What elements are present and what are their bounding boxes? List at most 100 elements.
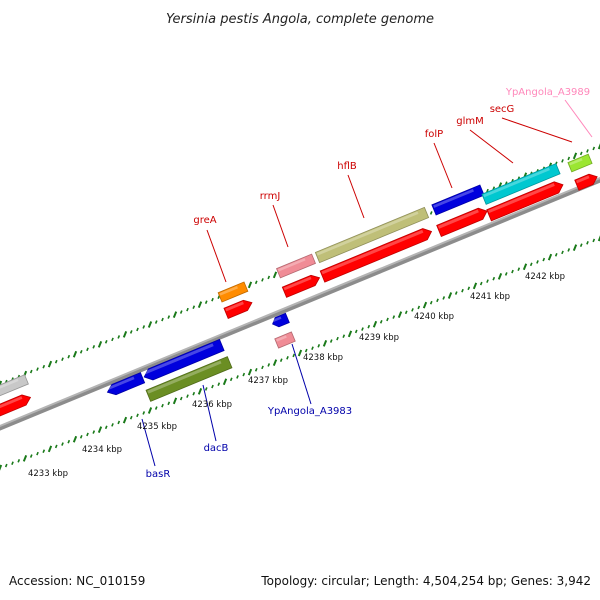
scale-tick: [397, 311, 403, 319]
feature-ypangola-a3983: [272, 312, 290, 328]
scale-tick: [529, 262, 533, 267]
gene-label-dacb[interactable]: dacB: [204, 443, 229, 454]
scale-tick: [597, 143, 600, 150]
feature-glmm-gene: [481, 163, 561, 205]
kbp-label: 4235 kbp: [137, 422, 177, 432]
scale-tick: [11, 461, 14, 466]
feature-hflb-cds: [319, 228, 433, 283]
scale-tick: [217, 295, 221, 300]
callout-ypangola-a3983: [291, 343, 312, 405]
scale-tick: [117, 420, 121, 425]
gene-label-ypangola-a3983[interactable]: YpAngola_A3983: [267, 406, 352, 417]
scale-tick: [17, 459, 21, 463]
scale-tick: [292, 353, 296, 358]
scale-tick: [204, 387, 208, 391]
scale-tick: [297, 349, 303, 357]
feature-grea-gene: [217, 281, 249, 303]
scale-tick: [279, 358, 283, 362]
scale-tick: [472, 282, 478, 290]
callout-ypangola-a3989: [564, 99, 593, 138]
scale-tick: [0, 464, 3, 471]
scale-tick: [267, 363, 271, 367]
callout-dacb: [202, 384, 217, 442]
scale-tick: [486, 188, 489, 193]
scale-tick: [36, 367, 39, 371]
scale-tick: [147, 321, 153, 328]
scale-tick: [104, 425, 108, 430]
scale-tick: [242, 372, 246, 377]
scale-tick: [172, 397, 178, 405]
scale-tick: [222, 378, 228, 386]
scale-tick: [492, 276, 496, 281]
scale-tick: [586, 240, 589, 245]
feature-secg-cds: [574, 173, 598, 191]
kbp-label: 4239 kbp: [359, 333, 399, 343]
scale-tick: [97, 426, 103, 434]
scale-tick: [36, 451, 39, 456]
scale-tick: [211, 384, 214, 389]
scale-tick: [254, 367, 258, 372]
scale-tick: [192, 305, 196, 309]
scale-tick: [504, 272, 508, 276]
kbp-labels: 4233 kbp 4234 kbp 4235 kbp 4236 kbp 4237 kbp…: [28, 272, 565, 479]
scale-tick: [254, 280, 258, 285]
genome-backbone: [0, 176, 600, 431]
scale-tick: [286, 355, 289, 360]
scale-tick: [597, 235, 600, 242]
gene-label-rrmj[interactable]: rrmJ: [260, 191, 281, 202]
scale-tick: [542, 257, 546, 262]
gene-label-folp[interactable]: folP: [425, 129, 443, 140]
genome-summary-text: Topology: circular; Length: 4,504,254 bp…: [260, 574, 591, 588]
gene-label-secg[interactable]: secG: [490, 104, 515, 115]
scale-tick: [267, 275, 271, 280]
scale-tick: [217, 382, 221, 386]
scale-tick: [211, 297, 214, 302]
scale-tick: [436, 298, 439, 303]
feature-secg-gene: [567, 153, 593, 173]
scale-tick: [197, 387, 203, 395]
gene-label-grea[interactable]: greA: [193, 215, 216, 226]
feature-left-cds: [0, 394, 32, 419]
feature-glmm-cds: [486, 181, 564, 222]
scale-ticks: [0, 143, 600, 471]
scale-tick: [372, 320, 378, 328]
backbone-highlight: [0, 176, 600, 428]
kbp-label: 4242 kbp: [525, 272, 565, 282]
feature-dacb-gene: [145, 356, 233, 402]
scale-tick: [142, 411, 146, 415]
gene-label-glmm[interactable]: glmM: [456, 116, 484, 127]
scale-tick: [129, 415, 133, 420]
gene-label-ypangola-a3989[interactable]: YpAngola_A3989: [505, 87, 590, 98]
scale-tick: [579, 151, 583, 156]
lower-tick-row: [0, 235, 600, 471]
scale-tick: [86, 432, 89, 437]
scale-tick: [329, 339, 333, 343]
scale-tick: [517, 267, 521, 271]
scale-tick: [379, 320, 383, 324]
scale-tick: [4, 463, 8, 468]
scale-tick: [454, 291, 458, 295]
scale-tick: [72, 350, 78, 358]
scale-tick: [322, 340, 328, 347]
scale-tick: [447, 292, 453, 299]
scale-tick: [486, 279, 489, 283]
scale-tick: [92, 430, 96, 434]
scale-tick: [247, 368, 253, 376]
scale-tick: [567, 156, 571, 161]
scale-tick: [54, 359, 58, 364]
gene-label-basr[interactable]: basR: [146, 469, 171, 480]
scale-tick: [586, 149, 589, 153]
feature-dacb: [143, 338, 225, 381]
scale-tick: [136, 327, 139, 332]
scale-tick: [54, 444, 58, 449]
scale-tick: [47, 360, 53, 368]
gene-label-hflb[interactable]: hflB: [337, 161, 357, 172]
scale-tick: [42, 364, 46, 369]
scale-tick: [404, 310, 408, 315]
scale-tick: [192, 391, 196, 396]
scale-tick: [467, 286, 471, 291]
scale-tick: [154, 320, 158, 324]
scale-tick: [47, 445, 53, 453]
